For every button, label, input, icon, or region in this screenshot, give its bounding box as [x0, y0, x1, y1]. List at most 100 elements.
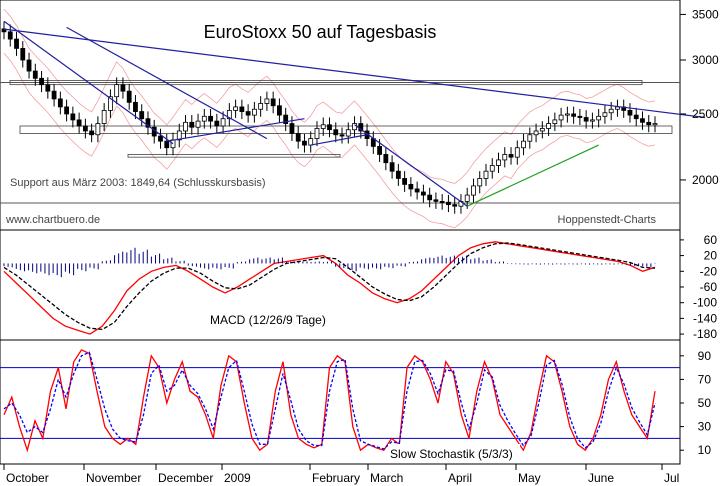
candle	[546, 123, 551, 129]
candle	[108, 96, 113, 111]
candle	[564, 113, 570, 116]
candle	[433, 199, 439, 202]
macd-tick-label: -20	[700, 264, 718, 278]
x-axis: October November December 2009 February March…	[3, 464, 679, 485]
candle	[646, 121, 652, 126]
candle	[320, 124, 326, 129]
candle	[214, 120, 220, 127]
candle	[627, 110, 633, 116]
trendline	[3, 20, 174, 145]
candle	[402, 178, 408, 185]
price-tick-label: 2000	[692, 173, 719, 187]
zone-box	[127, 154, 341, 158]
x-tick-label: October	[6, 471, 49, 485]
stoch-panel-frame	[0, 339, 681, 465]
candle	[483, 170, 489, 179]
candle	[7, 31, 13, 40]
candle	[1, 28, 7, 33]
candle	[277, 105, 282, 116]
candle	[496, 159, 501, 166]
candle	[521, 140, 526, 149]
candle	[289, 123, 295, 134]
macd-label: MACD (12/26/9 Tage)	[210, 313, 326, 327]
chart-title: EuroStoxx 50 auf Tagesbasis	[204, 22, 437, 42]
price-tick-label: 3000	[692, 53, 719, 67]
candle	[552, 119, 558, 124]
candle	[640, 118, 645, 123]
macd-layer	[3, 241, 656, 335]
candle	[420, 191, 426, 196]
support-note: Support aus März 2003: 1849,64 (Schlussk…	[10, 177, 266, 189]
candle	[14, 38, 19, 49]
trendline	[3, 28, 706, 119]
candle	[145, 118, 151, 128]
candle	[45, 84, 51, 92]
candle	[395, 170, 401, 179]
lower-band	[3, 53, 656, 229]
candle	[133, 101, 138, 112]
macd-tick-label: -100	[693, 296, 717, 310]
candle	[82, 125, 88, 132]
candle	[571, 113, 577, 117]
candle	[51, 90, 57, 100]
zone-box	[9, 80, 643, 86]
candle	[558, 114, 564, 121]
candle	[533, 130, 539, 136]
macd-macd-line	[3, 241, 656, 335]
stoch-tick-label: 10	[698, 443, 712, 457]
source-left: www.chartbuero.de	[5, 214, 100, 226]
trendline	[166, 118, 305, 142]
trendline	[310, 134, 368, 146]
candle	[608, 108, 614, 114]
candle	[333, 129, 339, 136]
candle	[89, 130, 95, 136]
candle	[327, 124, 332, 131]
candle	[345, 129, 351, 137]
candle	[70, 113, 76, 121]
candle	[226, 110, 232, 120]
macd-y-axis: 60 20-20 -60 -100-140 -180	[680, 233, 717, 341]
stoch-y-axis: 90 70 50 30 10	[680, 349, 711, 457]
stoch-label: Slow Stochastik (5/3/3)	[390, 447, 513, 461]
candle	[26, 59, 32, 72]
stoch-tick-label: 30	[698, 420, 712, 434]
stoch-label-bg	[388, 444, 520, 461]
stoch-k-line	[3, 349, 656, 453]
candle	[502, 154, 508, 161]
candle	[508, 154, 514, 158]
candle	[452, 204, 458, 207]
candle	[389, 162, 395, 172]
candle	[283, 114, 289, 124]
trendline	[66, 26, 268, 140]
candle	[76, 119, 82, 127]
candle	[195, 120, 201, 128]
trendline	[466, 144, 599, 207]
candle	[39, 77, 44, 86]
candle	[114, 84, 120, 98]
candle	[615, 106, 620, 110]
candle	[446, 201, 451, 205]
candle	[414, 188, 420, 193]
candle	[220, 118, 226, 127]
x-tick-label: February	[312, 471, 360, 485]
candle	[652, 123, 658, 126]
macd-tick-label: -60	[700, 280, 718, 294]
candle	[527, 134, 533, 142]
x-tick-label: May	[518, 471, 541, 485]
candle	[139, 111, 145, 120]
x-tick-label: March	[370, 471, 403, 485]
candle	[264, 98, 270, 104]
candle	[302, 140, 307, 146]
candle	[20, 48, 26, 61]
candle	[126, 90, 132, 103]
candle	[602, 112, 608, 117]
price-layer	[0, 8, 706, 229]
candle	[477, 178, 483, 187]
x-tick-label: June	[588, 471, 614, 485]
price-y-axis: 2000 2500 3000 3500	[680, 7, 719, 187]
candle	[270, 98, 276, 107]
candle	[239, 106, 245, 112]
candle	[377, 146, 382, 155]
